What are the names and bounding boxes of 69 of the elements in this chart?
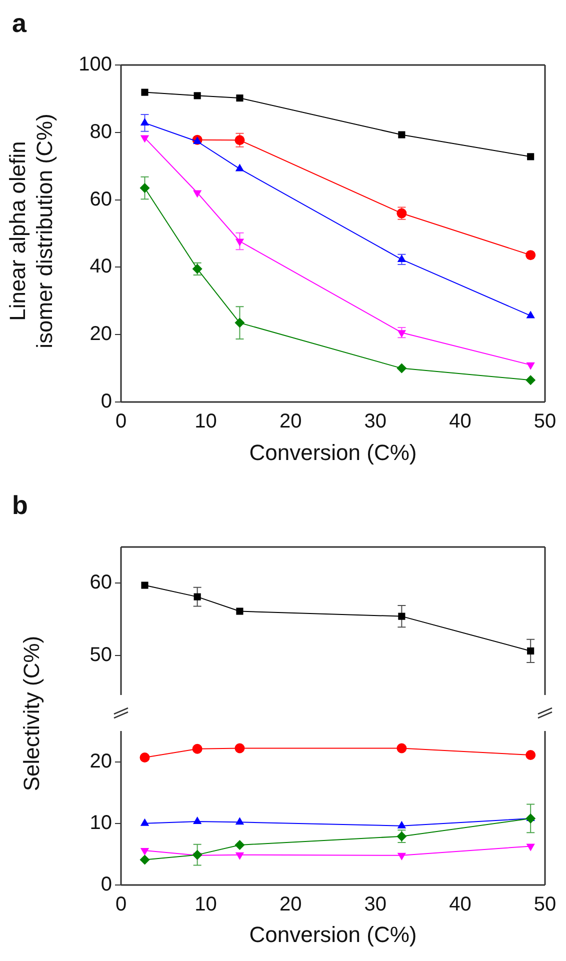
point <box>192 744 202 754</box>
point <box>192 190 202 198</box>
point <box>526 813 536 824</box>
point <box>140 854 150 865</box>
chart-title: b <box>12 490 28 521</box>
x-tick-label: 0 <box>115 410 127 433</box>
y-tick-label: 100 <box>78 54 112 76</box>
chart-title: a <box>12 8 26 39</box>
point <box>235 817 244 825</box>
point <box>192 850 202 860</box>
point <box>234 318 245 328</box>
point <box>141 88 148 96</box>
point <box>396 743 407 754</box>
point <box>235 852 244 860</box>
point <box>527 153 534 160</box>
x-axis-title: Conversion (C%) <box>248 922 418 948</box>
point <box>140 752 150 762</box>
x-tick-label: 20 <box>279 894 302 916</box>
y-tick-label: 50 <box>90 644 112 666</box>
point <box>397 852 406 860</box>
point <box>235 238 244 246</box>
x-tick-label: 10 <box>194 410 217 433</box>
point <box>397 330 406 338</box>
point <box>526 750 536 760</box>
x-tick-label: 30 <box>364 894 387 916</box>
point <box>526 362 535 370</box>
point <box>140 118 150 126</box>
x-tick-label: 10 <box>194 894 217 916</box>
point <box>398 131 406 138</box>
point <box>235 164 244 172</box>
y-axis-title: Selectivity (C%) <box>18 634 44 794</box>
point <box>526 250 536 260</box>
point <box>234 135 245 146</box>
point <box>234 840 245 850</box>
point <box>527 647 534 654</box>
y-tick-label: 40 <box>90 256 112 278</box>
point <box>194 593 201 600</box>
y-tick-label: 60 <box>90 188 112 210</box>
x-tick-label: 20 <box>279 410 302 433</box>
x-tick-label: 30 <box>364 410 387 433</box>
y-tick-label: 60 <box>90 572 112 594</box>
x-tick-label: 0 <box>115 894 127 916</box>
point <box>140 818 150 826</box>
y-tick-label: 20 <box>90 750 112 772</box>
point <box>396 363 407 374</box>
point <box>397 820 406 828</box>
point <box>141 582 148 589</box>
point <box>236 94 244 102</box>
point <box>526 844 535 852</box>
x-axis-title: Conversion (C%) <box>248 440 418 466</box>
x-tick-label: 40 <box>449 894 472 916</box>
y-tick-label: 20 <box>90 323 112 346</box>
point <box>526 310 535 318</box>
x-tick-label: 40 <box>449 410 472 433</box>
point <box>194 92 201 100</box>
x-tick-label: 50 <box>534 894 556 916</box>
y-tick-label: 0 <box>100 874 112 896</box>
point <box>398 612 406 620</box>
point <box>236 608 244 615</box>
point <box>234 743 245 754</box>
y-axis-title: Linear alpha olefin isomer distribution (C%) <box>4 112 58 350</box>
y-tick-label: 80 <box>90 120 112 143</box>
point <box>140 135 150 143</box>
y-tick-label: 10 <box>90 812 112 834</box>
x-tick-label: 50 <box>534 410 556 433</box>
point <box>140 183 150 194</box>
y-tick-label: 0 <box>100 390 112 413</box>
point <box>526 375 536 386</box>
point <box>192 816 202 824</box>
